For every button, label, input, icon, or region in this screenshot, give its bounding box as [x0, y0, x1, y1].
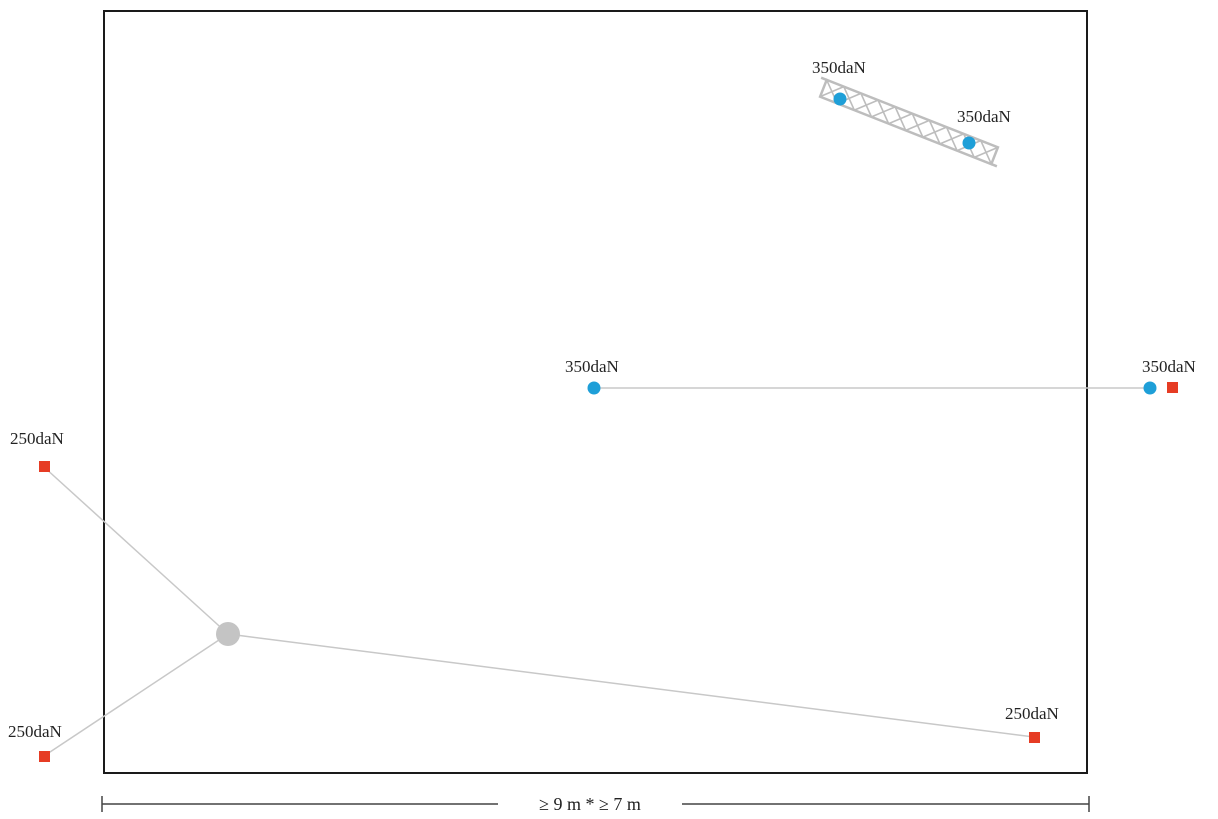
label-truss-left: 350daN — [812, 58, 866, 77]
truss-diagonal — [854, 99, 879, 111]
truss-diagonal — [973, 146, 999, 159]
truss-diagonal — [871, 106, 896, 118]
hub-circle-icon — [216, 622, 240, 646]
anchor-top-left-icon — [39, 461, 50, 472]
truss-diagonal — [922, 126, 947, 138]
label-line-right: 350daN — [1142, 357, 1196, 376]
truss-diagonal — [905, 119, 930, 132]
truss-diagonal — [888, 112, 913, 125]
anchor-right-outside-icon — [1167, 382, 1178, 393]
truss-load-point-left-icon — [833, 92, 847, 106]
anchor-bottom-left-icon — [39, 751, 50, 762]
enclosure-frame — [103, 10, 1088, 774]
truss-diagonal — [819, 85, 845, 98]
line-load-point-left-icon — [587, 381, 601, 395]
label-line-left: 350daN — [565, 357, 619, 376]
line-load-point-right-icon — [1143, 381, 1157, 395]
rope-line-hub-bottom-right — [227, 633, 1035, 738]
dimension-label: ≥ 9 m * ≥ 7 m — [539, 794, 641, 814]
dimension-line — [101, 796, 1090, 812]
truss-load-point-right-icon — [962, 136, 976, 150]
truss-diagonal — [939, 133, 964, 145]
label-anchor-top-left: 250daN — [10, 429, 64, 448]
label-truss-right: 350daN — [957, 107, 1011, 126]
label-anchor-bottom-left: 250daN — [8, 722, 62, 741]
rope-line-hub-top-left — [43, 466, 229, 635]
rope-line-hub-bottom-left — [43, 633, 229, 757]
anchor-bottom-right-icon — [1029, 732, 1040, 743]
truss-icon — [818, 76, 1000, 168]
label-anchor-bottom-right: 250daN — [1005, 704, 1059, 723]
